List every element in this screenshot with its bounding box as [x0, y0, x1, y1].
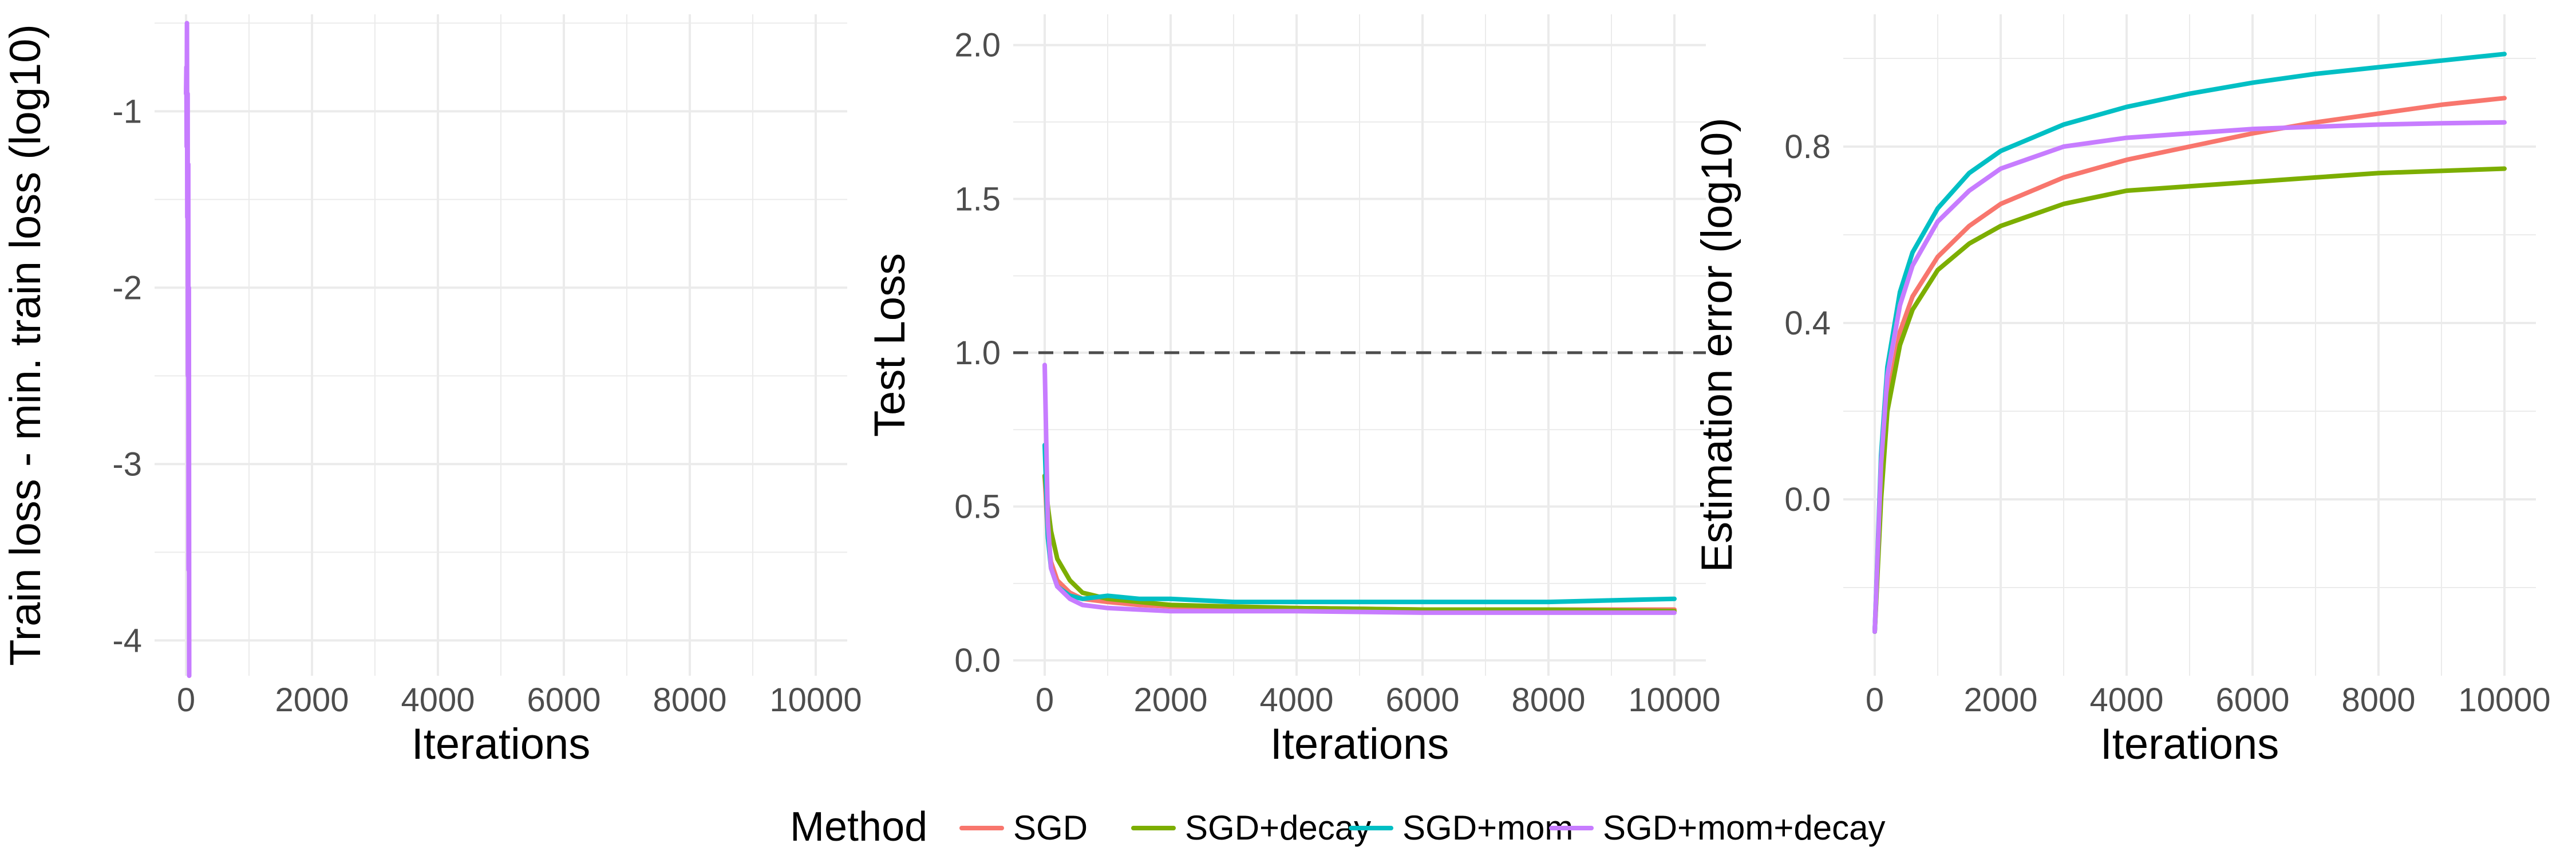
x-tick-label: 8000 — [653, 681, 726, 719]
x-tick-label: 0 — [1866, 681, 1884, 719]
x-tick-label: 6000 — [527, 681, 600, 719]
x-tick-label: 10000 — [769, 681, 862, 719]
x-tick-label: 8000 — [2341, 681, 2415, 719]
legend-title: Method — [790, 804, 927, 850]
gridlines — [1013, 14, 1706, 676]
y-tick-label: -1 — [112, 93, 142, 130]
y-tick-label: 1.0 — [954, 334, 1001, 372]
x-tick-label: 8000 — [1511, 681, 1585, 719]
y-tick-label: -4 — [112, 622, 142, 659]
chart-panel-3: 0 2000 4000 6000 8000 10000 0.0 0.4 0.8 Iteration… — [1693, 14, 2551, 769]
y-tick-label: -2 — [112, 269, 142, 306]
x-tick-label: 0 — [177, 681, 195, 719]
chart-panel-1: 0 2000 4000 6000 8000 10000 -4 -3 -2 -1 Iterations… — [1, 14, 862, 769]
legend-label: SGD+decay — [1185, 809, 1371, 847]
series-line-sgd-decay — [1042, 473, 1677, 614]
x-tick-label: 4000 — [1259, 681, 1333, 719]
y-tick-label: 0.0 — [954, 642, 1001, 679]
legend-label: SGD+mom — [1402, 809, 1573, 847]
gridlines — [1843, 14, 2536, 676]
legend-label: SGD — [1013, 809, 1088, 847]
y-axis-title: Train loss - min. train loss (log10) — [1, 24, 50, 666]
chart-panel-2: 0 2000 4000 6000 8000 10000 0.0 0.5 1.0 1.5 2.0 Ite… — [866, 14, 1721, 769]
x-tick-label: 10000 — [2458, 681, 2550, 719]
x-tick-label: 0 — [1036, 681, 1054, 719]
y-tick-label: 0.4 — [1784, 305, 1831, 342]
series-line-sgd-mom-decay — [184, 21, 192, 678]
legend: Method SGD SGD+decay SGD+mom SGD+mom+decay — [790, 804, 1886, 850]
y-tick-label: 0.0 — [1784, 481, 1831, 518]
y-tick-label: 0.8 — [1784, 128, 1831, 166]
legend-label: SGD+mom+decay — [1603, 809, 1886, 847]
x-axis-title: Iterations — [1270, 720, 1449, 769]
x-tick-label: 2000 — [275, 681, 349, 719]
x-tick-label: 2000 — [1963, 681, 2037, 719]
x-axis-title: Iterations — [2100, 720, 2279, 769]
series-line-sgd-decay — [1872, 166, 2507, 634]
y-tick-label: -3 — [112, 446, 142, 483]
x-axis-title: Iterations — [412, 720, 591, 769]
y-axis-title: Estimation error (log10) — [1693, 117, 1741, 572]
y-tick-label: 0.5 — [954, 488, 1001, 526]
x-tick-label: 10000 — [1628, 681, 1720, 719]
series-line-sgd-mom-decay — [1872, 120, 2507, 634]
x-tick-label: 4000 — [401, 681, 475, 719]
x-tick-label: 6000 — [1385, 681, 1459, 719]
gridlines — [155, 14, 847, 676]
y-tick-label: 1.5 — [954, 180, 1001, 218]
y-axis-title: Test Loss — [866, 253, 914, 437]
x-tick-label: 6000 — [2215, 681, 2289, 719]
x-tick-label: 4000 — [2089, 681, 2163, 719]
x-tick-label: 2000 — [1133, 681, 1207, 719]
y-tick-label: 2.0 — [954, 27, 1001, 64]
series-line-sgd-mom-decay — [1042, 362, 1677, 615]
